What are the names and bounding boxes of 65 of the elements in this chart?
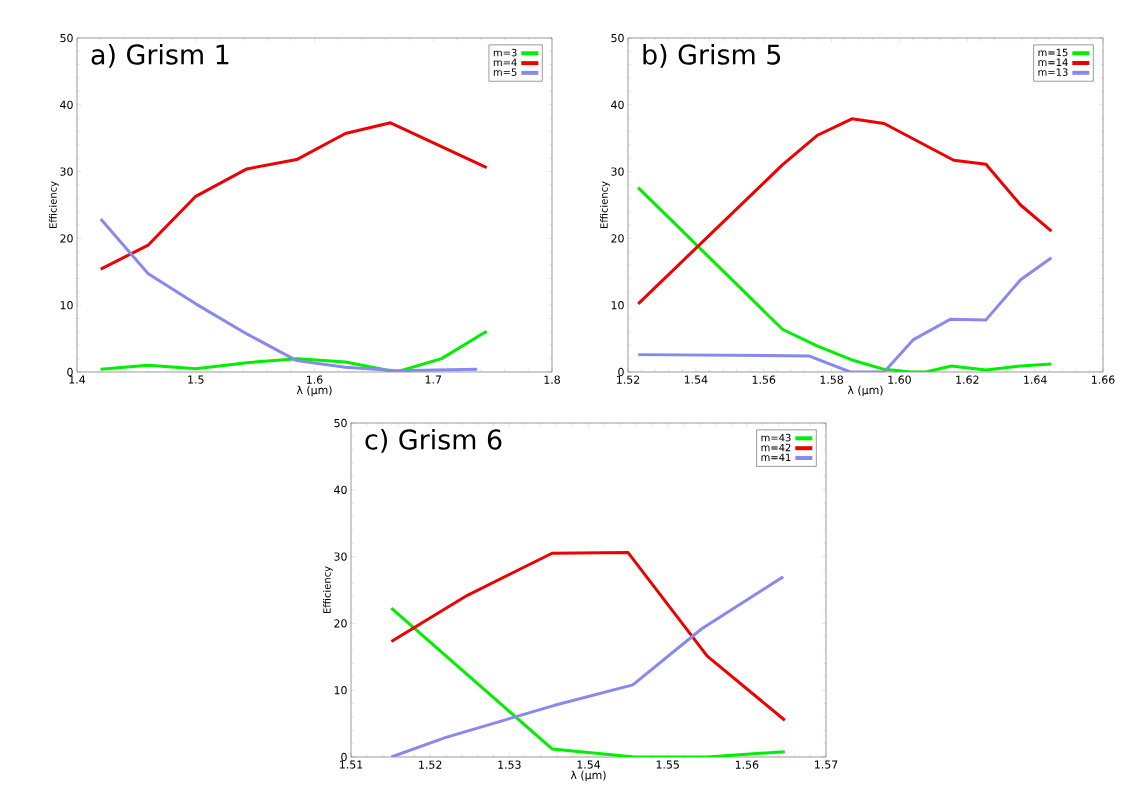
x-tick-label: 1.56 — [752, 375, 776, 384]
x-tick-label: 1.57 — [815, 760, 838, 769]
y-tick-label: 50 — [611, 33, 624, 43]
x-axis-title: λ (μm) — [296, 385, 332, 397]
y-axis-title: Efficiency — [49, 181, 59, 228]
x-tick-label: 1.8 — [544, 375, 560, 384]
legend-label: m=5 — [493, 68, 517, 76]
x-tick-label: 1.54 — [684, 375, 708, 384]
y-tick-label: 0 — [618, 367, 624, 377]
x-tick-label: 1.52 — [617, 375, 640, 384]
y-tick-label: 40 — [611, 100, 624, 109]
legend-label: m=14 — [1038, 58, 1068, 66]
y-tick-label: 20 — [334, 619, 347, 628]
y-tick-label: 30 — [334, 552, 347, 561]
x-axis-title: λ (μm) — [847, 385, 883, 397]
y-tick-label: 10 — [611, 301, 624, 310]
legend-label: m=42 — [761, 443, 791, 452]
line-series — [99, 217, 479, 372]
legend-label: m=13 — [1038, 68, 1068, 76]
y-tick-label: 30 — [60, 167, 73, 176]
y-tick-label: 30 — [611, 167, 624, 176]
legend-label: m=41 — [761, 453, 791, 461]
y-axis-title: Efficiency — [600, 181, 610, 228]
y-tick-label: 10 — [60, 301, 73, 310]
y-tick-label: 0 — [67, 367, 73, 377]
y-tick-label: 20 — [60, 234, 73, 243]
x-tick-label: 1.58 — [820, 375, 844, 384]
x-tick-label: 1.62 — [956, 375, 979, 384]
y-tick-label: 10 — [334, 686, 347, 695]
legend-label: m=3 — [493, 48, 517, 57]
y-axis-title: Efficiency — [323, 566, 333, 614]
x-tick-label: 1.54 — [577, 760, 601, 769]
x-tick-label: 1.5 — [188, 375, 204, 384]
y-tick-label: 40 — [60, 100, 73, 109]
legend-label: m=43 — [761, 433, 791, 442]
y-tick-label: 50 — [334, 418, 347, 428]
line-series — [389, 551, 787, 722]
y-tick-label: 20 — [611, 234, 624, 243]
x-tick-label: 1.52 — [419, 760, 442, 769]
chart-title: a) Grism 1 — [91, 43, 229, 68]
x-tick-label: 1.60 — [888, 375, 911, 384]
y-tick-label: 0 — [341, 752, 347, 762]
line-series — [636, 186, 1053, 372]
x-axis-title: λ (μm) — [570, 770, 606, 782]
y-tick-label: 50 — [60, 33, 73, 43]
legend-label: m=15 — [1038, 48, 1068, 57]
x-tick-label: 1.4 — [69, 375, 86, 384]
line-series — [636, 117, 1053, 306]
x-tick-label: 1.7 — [425, 375, 442, 384]
line-series — [99, 329, 489, 372]
line-series — [389, 575, 785, 757]
x-tick-label: 1.66 — [1092, 375, 1115, 384]
y-tick-label: 40 — [334, 485, 347, 494]
x-tick-label: 1.51 — [340, 760, 363, 769]
x-tick-label: 1.55 — [656, 760, 679, 769]
x-tick-label: 1.53 — [498, 760, 521, 769]
legend-label: m=4 — [493, 58, 517, 67]
x-tick-label: 1.6 — [306, 375, 323, 384]
chart-title: b) Grism 5 — [643, 43, 781, 68]
x-tick-label: 1.64 — [1024, 375, 1047, 384]
chart-title: c) Grism 6 — [365, 428, 502, 453]
line-series — [99, 121, 489, 271]
line-series — [636, 256, 1053, 372]
line-series — [389, 606, 787, 757]
x-tick-label: 1.56 — [735, 760, 759, 769]
